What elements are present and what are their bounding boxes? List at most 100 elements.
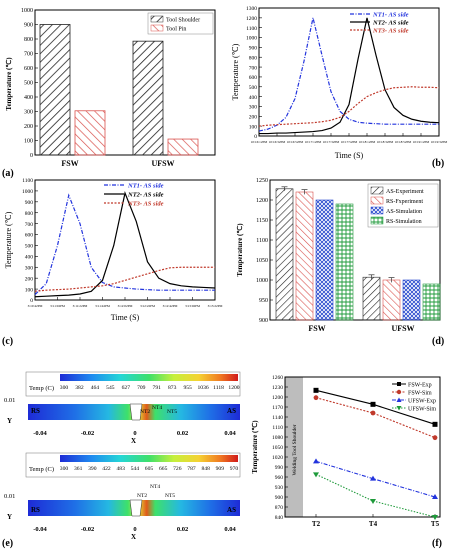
panel-a-bars <box>39 24 199 156</box>
panel-e-colorbar-1-tick-2: 464 <box>91 385 100 391</box>
panel-d-bar-chart: 900 950 1000 1050 1100 1150 1200 1250 Temperatu… <box>236 178 444 347</box>
panel-e-xlabel-2: X <box>131 533 136 541</box>
panel-d-ytick-label-5: 1150 <box>256 218 268 224</box>
panel-c-legend: NT1- AS side NT2- AS side NT3- AS side <box>104 183 164 208</box>
panel-a-bar-UFSW-0 <box>132 40 164 156</box>
panel-a-bar-FSW-0 <box>39 24 71 156</box>
panel-b-ytick-label-6: 600 <box>249 75 258 81</box>
panel-f-legend-marker-1 <box>396 389 402 395</box>
panel-e-colorbar-2-tick-9: 787 <box>187 466 196 472</box>
panel-b-label: (b) <box>432 158 444 169</box>
panel-d-plot-frame <box>269 179 441 321</box>
panel-e-xtick-2-3: 0.02 <box>177 526 188 533</box>
panel-a-ylabel: Temperature (℃) <box>5 57 13 111</box>
panel-c-xtick-label-3: 3:11:42PM <box>95 304 110 308</box>
panel-c-series-0 <box>34 193 215 295</box>
panel-e-field-2: Temp (C) 300 361 390 422 483 544 605 665 726 787 8… <box>4 452 241 541</box>
panel-e-rs-2: RS <box>31 506 40 514</box>
panel-a-ytick-label-0: 0 <box>30 153 33 159</box>
panel-f-legend-label-3: UFSW-Sim <box>408 407 436 413</box>
panel-f-legend-marker-3 <box>396 406 402 411</box>
panel-f-ytick-label-1: 870 <box>275 505 284 511</box>
panel-f-ytick-label-13: 1230 <box>272 385 283 391</box>
panel-f-ytick-label-5: 990 <box>275 465 284 471</box>
panel-d-xtick-0: FSW <box>308 324 325 333</box>
panel-e-nt5-2: NT5 <box>165 493 175 499</box>
panel-b-legend-label-0: NT1- AS side <box>372 12 409 19</box>
panel-f-ytick-label-6: 1020 <box>272 455 283 461</box>
panel-e-colorbar-2-tick-0: 300 <box>60 466 69 472</box>
panel-e-colorbar-1-tick-8: 955 <box>183 385 192 391</box>
panel-f-ytick-label-14: 1260 <box>272 375 283 381</box>
panel-f-legend-marker-0 <box>397 382 401 386</box>
panel-f-legend-marker-2 <box>396 397 402 402</box>
panel-e-xtick-1-0: -0.04 <box>33 430 47 437</box>
panel-f-point-1-2 <box>432 435 438 441</box>
panel-a-legend-label-1: Tool Pin <box>166 27 186 33</box>
panel-b-ytick-label-1: 100 <box>249 124 258 130</box>
panel-a-legend-label-0: Tool Shoulder <box>166 18 200 24</box>
panel-e-colorbar-2-box <box>25 452 241 478</box>
panel-f-lines <box>313 387 438 520</box>
panel-b-series-1 <box>259 17 440 135</box>
panel-d-legend-swatch-2 <box>370 206 384 215</box>
panel-e-colorbar-2-tick-5: 544 <box>131 466 140 472</box>
panel-e-as-2: AS <box>227 506 236 514</box>
panel-c-xlabel: Time (S) <box>111 313 140 322</box>
panel-b-xtick-label-10: 10:19:32PM <box>431 140 448 144</box>
panel-c-ytick-label-11: 1100 <box>22 178 33 184</box>
panel-d-bar-UFSW-1 <box>382 279 401 321</box>
panel-b-lines <box>258 17 440 135</box>
panel-e-colorbar-2-tick-10: 848 <box>201 466 210 472</box>
panel-e-label: (e) <box>2 538 13 549</box>
panel-e-colorbar-1-tick-10: 1118 <box>213 385 224 391</box>
panel-e-colorbar-2-tick-3: 422 <box>102 466 111 472</box>
panel-a-bar-UFSW-1 <box>167 138 199 156</box>
panel-a-xtick-1: UFSW <box>151 159 174 168</box>
panel-c-xtick-label-7: 3:13:02PM <box>185 304 200 308</box>
panel-c-ytick-label-4: 400 <box>25 255 34 261</box>
panel-d-legend-label-3: RS-Simulation <box>386 219 422 225</box>
panel-e-colorbar-2-ticks: 300 361 390 422 483 544 605 665 726 787 848 909 970 <box>60 466 239 472</box>
panel-b-ytick-label-0: 0 <box>254 134 257 140</box>
panel-c-series-1 <box>34 191 216 298</box>
panel-d-ytick-label-6: 1200 <box>256 198 268 204</box>
panel-c-ytick-label-8: 800 <box>25 211 34 217</box>
panel-b-ytick-label-9: 900 <box>249 46 258 52</box>
panel-e-ytick-2: 0.01 <box>4 493 15 500</box>
panel-e-colorbar-2-tick-4: 483 <box>116 466 125 472</box>
panel-c-ytick-label-9: 900 <box>25 200 34 206</box>
panel-f-shaded-label: Welding Tool Shoulder <box>292 424 298 475</box>
panel-b-xtick-label-5: 10:17:52PM <box>341 140 358 144</box>
panel-b-series-2 <box>258 86 440 127</box>
panel-f-point-0-1 <box>370 401 376 407</box>
panel-f-point-2-1 <box>370 475 376 481</box>
panel-c-legend-label-0: NT1- AS side <box>127 183 164 190</box>
panel-e-colorbar-1-tick-11: 1200 <box>228 385 239 391</box>
panel-a-ytick-label-8: 800 <box>24 37 33 43</box>
panel-f-legend-label-0: FSW-Exp <box>408 383 432 389</box>
panel-e-xtick-1-1: -0.02 <box>81 430 95 437</box>
panel-d-bar-UFSW-3 <box>422 283 441 321</box>
panel-b-ytick-label-13: 1300 <box>246 6 257 12</box>
panel-e-nt4-2: NT4 <box>150 484 160 490</box>
panel-f-legend-label-2: UFSW-Exp <box>408 399 436 405</box>
panel-e-tool-1 <box>129 403 143 421</box>
panel-e-colorbar-1-tick-3: 545 <box>106 385 115 391</box>
panel-e-colorbar-1-tick-6: 791 <box>153 385 162 391</box>
panel-c-xtick-label-0: 3:10:42PM <box>28 304 43 308</box>
panel-b-ytick-label-2: 200 <box>249 115 258 121</box>
panel-a-legend-swatch-0 <box>150 15 164 23</box>
panel-e-colorbar-1-tick-5: 709 <box>137 385 146 391</box>
panel-f-ytick-label-3: 930 <box>275 485 284 491</box>
panel-b-xtick-label-9: 10:19:12PM <box>413 140 430 144</box>
panel-a-ytick-label-3: 300 <box>24 110 33 116</box>
panel-e-as-1: AS <box>227 407 236 415</box>
panel-e-xtick-2-2: 0 <box>133 526 136 533</box>
panel-c-ytick-label-1: 100 <box>25 287 34 293</box>
panel-a-bar-FSW-1 <box>74 110 106 156</box>
panel-f-y-ticks: 840 870 900 930 960 990 1020 1050 1080 1110 1140 11… <box>272 375 288 521</box>
panel-c-ylabel: Temperature (℃) <box>4 211 13 268</box>
panel-f-series-3 <box>315 473 436 518</box>
